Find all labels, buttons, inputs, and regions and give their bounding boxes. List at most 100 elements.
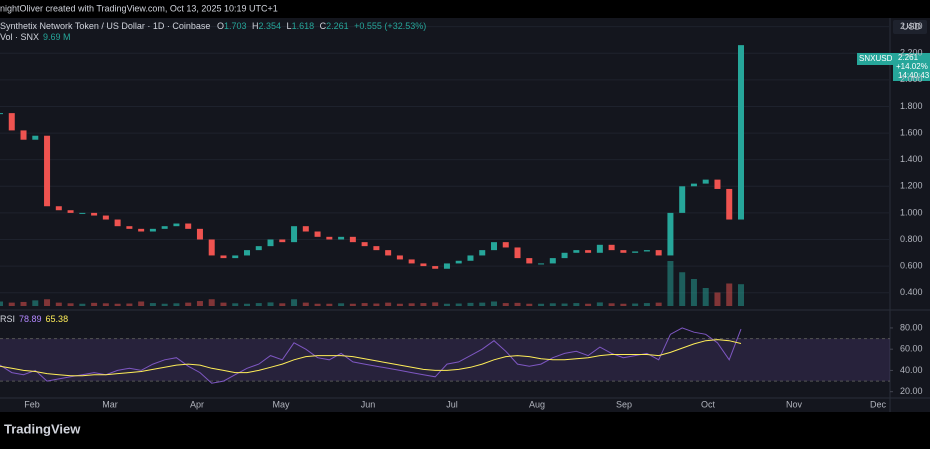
- legend-line: Synthetix Network Token / US Dollar · 1D…: [0, 21, 426, 31]
- volume-bar: [573, 303, 580, 306]
- volume-bar: [373, 303, 380, 306]
- candle: [44, 135, 51, 207]
- o-label: O: [217, 21, 224, 31]
- candle: [161, 226, 168, 229]
- candle: [232, 255, 239, 259]
- currency-box[interactable]: [893, 20, 927, 34]
- volume-bar: [67, 303, 74, 306]
- volume-bar: [8, 302, 15, 306]
- vol-line: Vol · SNX 9.69 M: [0, 32, 71, 42]
- volume-bar: [349, 303, 356, 306]
- candle: [185, 223, 192, 229]
- volume-bar: [396, 303, 403, 306]
- x-tick-label: Oct: [701, 399, 716, 409]
- x-tick-label: Jul: [446, 399, 458, 409]
- h: 2.354: [259, 21, 282, 31]
- footer-logo: TradingView: [4, 421, 81, 436]
- volume-bar: [526, 303, 533, 306]
- volume-bar: [585, 303, 592, 306]
- y-tick-label: 2.400: [900, 21, 923, 31]
- l: 1.618: [292, 21, 315, 31]
- currency[interactable]: USD: [902, 21, 922, 31]
- y-tick-label: 0.800: [900, 234, 923, 244]
- candle: [244, 250, 250, 256]
- volume-bar: [232, 303, 239, 306]
- footer: [0, 412, 930, 449]
- candle: [467, 255, 474, 261]
- rsi-band: [0, 338, 890, 382]
- candle: [279, 239, 286, 243]
- candle: [138, 228, 145, 232]
- candle: [102, 215, 109, 220]
- rsi: 78.89: [19, 314, 42, 324]
- rsi-label: RSI: [0, 314, 15, 324]
- volume-bar: [361, 303, 368, 306]
- rsi-tick-label: 40.00: [900, 365, 923, 375]
- chart-area: [0, 18, 930, 412]
- candle: [8, 113, 15, 131]
- candle: [396, 255, 403, 260]
- candle: [502, 242, 509, 248]
- vol-label: Vol · SNX: [0, 32, 39, 42]
- volume-bar: [385, 302, 392, 306]
- volume-bar: [114, 303, 121, 306]
- x-tick-label: Jun: [361, 399, 376, 409]
- candle: [596, 244, 603, 253]
- candle: [126, 226, 133, 229]
- x-tick-label: Sep: [616, 399, 632, 409]
- volume-bar: [326, 303, 333, 306]
- volume-bar: [538, 303, 545, 306]
- top-bar: [0, 0, 930, 18]
- x-tick-label: Mar: [102, 399, 118, 409]
- x-tick-label: Nov: [786, 399, 803, 409]
- vol: 9.69 M: [43, 32, 71, 42]
- volume-bar: [432, 302, 439, 306]
- c-label: C: [320, 21, 327, 31]
- volume-bar: [279, 303, 286, 306]
- volume-bar: [491, 301, 497, 306]
- volume-bar: [185, 302, 192, 306]
- volume-bar: [0, 301, 3, 306]
- volume-bar: [314, 303, 321, 306]
- volume-bar: [632, 303, 639, 306]
- candle: [667, 212, 674, 256]
- candle: [443, 263, 450, 269]
- tag-price: 2.261: [898, 53, 919, 62]
- candle: [573, 250, 580, 253]
- candle: [432, 266, 439, 269]
- volume-bar: [702, 288, 709, 306]
- l-label: L: [287, 21, 292, 31]
- volume-bar: [55, 302, 62, 306]
- rsi-tick-label: 60.00: [900, 344, 923, 354]
- volume-bar: [208, 299, 215, 306]
- candle: [420, 263, 427, 267]
- volume-bar: [149, 303, 156, 306]
- candle: [173, 223, 180, 227]
- volume-bar: [561, 303, 568, 306]
- volume-bar: [267, 302, 274, 306]
- y-tick-label: 1.800: [900, 101, 923, 111]
- x-tick-label: May: [272, 399, 290, 409]
- candle: [620, 250, 627, 253]
- candle: [549, 258, 556, 264]
- candle: [738, 45, 744, 220]
- volume-bar: [443, 303, 450, 306]
- volume-bar: [420, 303, 427, 306]
- candle: [373, 246, 380, 251]
- volume-bar: [79, 303, 86, 306]
- price-scale: [890, 18, 930, 412]
- candle: [314, 231, 321, 237]
- candle: [455, 260, 462, 264]
- volume-bar: [738, 284, 744, 306]
- rsi-line: [0, 327, 742, 384]
- rsi-tick-label: 20.00: [900, 386, 923, 396]
- volume-bar: [291, 299, 298, 306]
- volume-bar: [91, 302, 98, 306]
- candle: [67, 210, 74, 213]
- volume-bar: [20, 301, 27, 306]
- y-tick-label: 0.600: [900, 260, 923, 270]
- candle: [690, 183, 697, 187]
- candle: [220, 255, 227, 259]
- tag-symbol: SNXUSD: [859, 54, 893, 63]
